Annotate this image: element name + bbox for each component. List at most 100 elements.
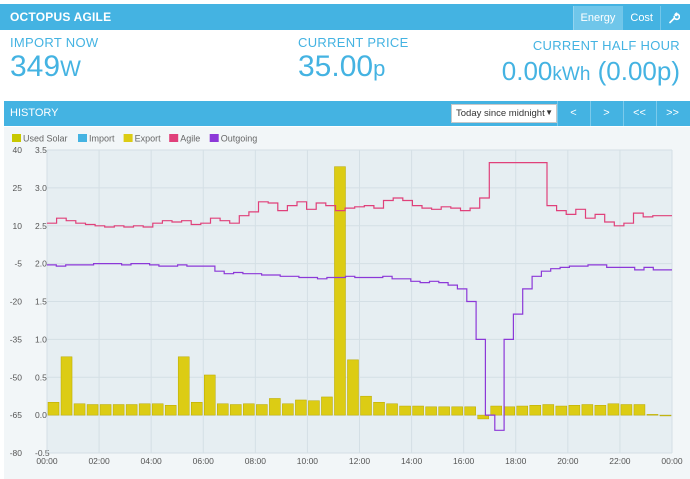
export-bar: [190, 401, 203, 416]
app-title: OCTOPUS AGILE: [10, 10, 112, 24]
legend-used-solar-label: Used Solar: [23, 134, 68, 144]
export-bar: [308, 400, 320, 416]
range-select[interactable]: Today since midnight ▼: [451, 104, 557, 123]
legend-export-label: Export: [135, 134, 162, 144]
export-bar: [399, 405, 411, 416]
export-bar: [86, 404, 99, 416]
export-bar: [295, 399, 307, 416]
y-left-tick-label: -5: [14, 259, 22, 269]
export-bar: [230, 404, 242, 416]
export-bar: [412, 405, 424, 416]
x-tick-label: 08:00: [245, 456, 267, 466]
export-bar: [620, 404, 633, 416]
export-bar: [204, 374, 216, 416]
export-bar: [568, 405, 581, 416]
y-left-tick-label: -20: [10, 297, 23, 307]
export-bar: [256, 404, 268, 416]
prev-button[interactable]: <: [557, 101, 589, 126]
range-select-value: Today since midnight: [456, 108, 545, 119]
export-bar: [47, 401, 60, 416]
export-bar: [503, 406, 515, 416]
x-tick-label: 00:00: [661, 456, 683, 466]
y-right-tick-label: 1.5: [35, 297, 47, 307]
y-right-tick-label: 0.5: [35, 372, 47, 382]
export-bar: [269, 398, 281, 416]
current-half-hour-label: CURRENT HALF HOUR: [532, 38, 680, 53]
x-tick-label: 04:00: [141, 456, 163, 466]
export-bar: [451, 406, 463, 416]
legend-outgoing-label: Outgoing: [221, 134, 258, 144]
legend-export-swatch: [123, 134, 133, 142]
export-bar: [373, 401, 385, 416]
export-bar: [151, 403, 164, 416]
x-tick-label: 12:00: [349, 456, 371, 466]
x-tick-label: 10:00: [297, 456, 319, 466]
export-bar: [73, 403, 86, 416]
forward-far-button[interactable]: >>: [656, 101, 688, 126]
y-right-tick-label: 2.0: [35, 259, 47, 269]
export-bar: [490, 405, 502, 416]
current-price-stat: CURRENT PRICE 35.00p: [298, 35, 409, 85]
title-bar: OCTOPUS AGILE Energy Cost: [0, 4, 690, 30]
history-chart: 40 25 10 -5 -20 -35 -50 -65 -80 3.5 3.0 2.5 2.0 1.5 1.…: [4, 127, 690, 479]
x-tick-label: 16:00: [453, 456, 475, 466]
y-left-tick-label: -50: [10, 372, 23, 382]
current-half-hour-stat: CURRENT HALF HOUR 0.00kWh (0.00p): [502, 38, 680, 91]
legend-agile-swatch: [169, 134, 179, 142]
export-bar: [659, 414, 672, 417]
export-bar: [438, 406, 450, 416]
legend-agile-label: Agile: [180, 134, 200, 144]
export-bar: [112, 404, 125, 416]
x-tick-label: 18:00: [505, 456, 527, 466]
current-price-label: CURRENT PRICE: [298, 35, 409, 50]
y-right-tick-label: 0.0: [35, 410, 47, 420]
export-bar: [607, 403, 620, 416]
y-right-tick-label: 3.0: [35, 183, 47, 193]
energy-button[interactable]: Energy: [572, 6, 623, 30]
export-bar: [125, 404, 138, 416]
legend-outgoing-swatch: [209, 134, 219, 142]
y-right-tick-label: 1.0: [35, 334, 47, 344]
export-bar: [138, 403, 151, 416]
y-left-tick-label: 10: [13, 221, 23, 231]
current-half-hour-value: 0.00kWh (0.00p): [501, 56, 680, 86]
import-now-label: IMPORT NOW: [10, 35, 99, 50]
import-now-value: 349W: [10, 50, 81, 83]
export-bar: [60, 356, 73, 416]
export-bar: [282, 403, 294, 416]
export-bar: [464, 406, 476, 416]
export-bar: [360, 395, 372, 416]
export-bar: [425, 406, 437, 416]
y-left-tick-label: 40: [13, 145, 23, 155]
export-bar: [321, 396, 333, 416]
x-tick-label: 14:00: [401, 456, 423, 466]
back-far-button[interactable]: <<: [623, 101, 655, 126]
history-chart-svg: 40 25 10 -5 -20 -35 -50 -65 -80 3.5 3.0 2.5 2.0 1.5 1.…: [10, 134, 683, 467]
x-tick-label: 06:00: [193, 456, 215, 466]
import-now-stat: IMPORT NOW 349W: [10, 35, 98, 85]
export-bar: [542, 404, 555, 416]
export-bar: [477, 414, 489, 420]
y-left-tick-label: 25: [13, 183, 23, 193]
export-bar: [243, 403, 255, 416]
next-button[interactable]: >: [590, 101, 622, 126]
wrench-icon[interactable]: [660, 6, 686, 30]
export-bar: [633, 404, 646, 416]
x-tick-label: 02:00: [88, 456, 110, 466]
view-toggle-group: Energy Cost: [572, 6, 686, 30]
history-title: HISTORY: [10, 107, 59, 119]
history-bar: HISTORY Today since midnight ▼ < > << >>: [4, 101, 690, 126]
y-right-tick-label: 2.5: [35, 221, 47, 231]
export-bar: [386, 403, 398, 416]
export-bar: [516, 405, 529, 416]
export-bar: [177, 356, 190, 416]
x-tick-label: 00:00: [36, 456, 58, 466]
export-bar: [164, 405, 177, 416]
y-right-tick-label: -0.5: [35, 448, 50, 458]
export-bar: [555, 405, 568, 416]
legend-import-swatch: [78, 134, 87, 142]
export-bar: [99, 404, 112, 416]
chevron-down-icon: ▼: [545, 108, 553, 117]
cost-button[interactable]: Cost: [622, 6, 660, 30]
y-right-tick-label: 3.5: [35, 145, 47, 155]
